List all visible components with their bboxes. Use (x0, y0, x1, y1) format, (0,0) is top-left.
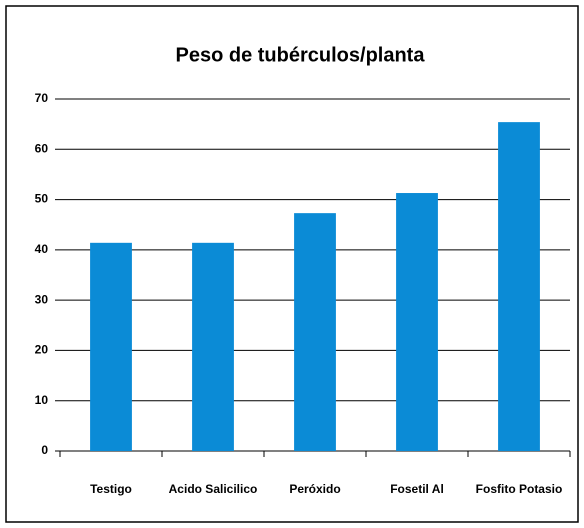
y-tick-label: 40 (35, 242, 49, 256)
y-tick-label: 10 (35, 393, 49, 407)
x-tick-label: Acido Salicilico (169, 482, 258, 496)
y-tick-label: 70 (35, 91, 49, 105)
x-tick-label: Testigo (90, 482, 132, 496)
bar (396, 193, 438, 451)
chart-title: Peso de tubérculos/planta (176, 44, 426, 66)
x-tick-label: Fosetil Al (390, 482, 444, 496)
bar (90, 242, 132, 451)
y-tick-label: 20 (35, 343, 49, 357)
bar (192, 242, 234, 451)
y-tick-label: 60 (35, 141, 49, 155)
y-tick-label: 50 (35, 192, 49, 206)
bar (498, 122, 540, 451)
x-tick-label: Fosfito Potasio (476, 482, 563, 496)
y-tick-label: 30 (35, 292, 49, 306)
x-tick-label: Peróxido (289, 482, 340, 496)
bar (294, 213, 336, 451)
y-tick-label: 0 (41, 443, 48, 457)
